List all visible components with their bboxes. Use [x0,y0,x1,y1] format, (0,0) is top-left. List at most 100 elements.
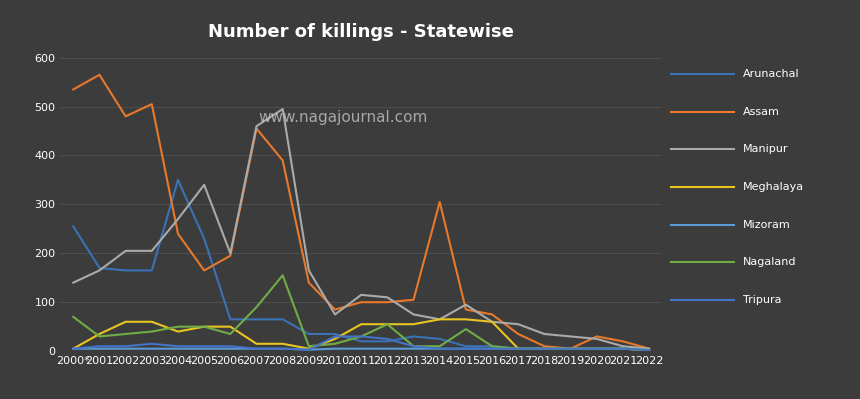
Arunachal [147,268,157,273]
Manipur [513,322,524,327]
Mizoram [251,346,261,351]
Meghalaya [434,317,445,322]
Nagaland [173,324,183,329]
Mizoram [68,346,78,351]
Meghalaya [251,342,261,346]
Meghalaya [539,346,550,351]
Tripura [199,344,209,349]
Arunachal [120,268,131,273]
Mizoram [434,346,445,351]
Assam [304,280,314,285]
Tripura [120,344,131,349]
Arunachal [68,224,78,229]
Meghalaya [147,319,157,324]
Line: Assam: Assam [73,75,649,349]
Manipur [68,280,78,285]
Tripura [304,347,314,352]
Line: Mizoram: Mizoram [73,349,649,350]
Arunachal [408,334,419,339]
Nagaland [330,342,341,346]
Mizoram [356,346,366,351]
Nagaland [539,346,550,351]
Arunachal [199,236,209,241]
Nagaland [434,344,445,349]
Meghalaya [356,322,366,327]
Nagaland [304,344,314,349]
Assam [408,297,419,302]
Assam [487,312,497,317]
Assam [120,114,131,119]
Meghalaya [68,346,78,351]
Manipur [382,295,392,300]
Nagaland [147,329,157,334]
Manipur [539,332,550,336]
Arunachal [251,317,261,322]
Assam [68,87,78,92]
Arunachal [173,178,183,182]
Meghalaya [617,346,628,351]
Assam [278,158,288,163]
Assam [434,200,445,204]
Mizoram [199,346,209,351]
Assam [251,126,261,131]
Assam [356,300,366,304]
Manipur [95,268,105,273]
Mizoram [225,346,236,351]
Tripura [330,334,341,339]
Meghalaya [592,346,602,351]
Mizoram [120,346,131,351]
Arunachal [617,346,628,351]
Meghalaya [565,346,575,351]
Manipur [304,268,314,273]
Manipur [147,249,157,253]
Arunachal [304,332,314,336]
Arunachal [592,346,602,351]
Meghalaya [95,332,105,336]
Assam [330,307,341,312]
Arunachal [434,336,445,341]
Tripura [278,346,288,351]
Arunachal [278,317,288,322]
Tripura [408,344,419,349]
Mizoram [278,346,288,351]
Nagaland [617,346,628,351]
Nagaland [278,273,288,278]
Line: Tripura: Tripura [73,336,649,350]
Manipur [225,251,236,256]
Mizoram [644,348,654,353]
Line: Nagaland: Nagaland [73,275,649,350]
Nagaland [251,305,261,310]
Assam [225,253,236,258]
Text: Manipur: Manipur [743,144,789,154]
Mizoram [330,346,341,351]
Manipur [461,302,471,307]
Manipur [565,334,575,339]
Text: Arunachal: Arunachal [743,69,800,79]
Manipur [173,217,183,221]
Line: Arunachal: Arunachal [73,180,649,350]
Manipur [278,107,288,111]
Assam [95,72,105,77]
Tripura [513,346,524,351]
Assam [199,268,209,273]
Tripura [539,346,550,351]
Arunachal [644,347,654,352]
Nagaland [513,346,524,351]
Meghalaya [225,324,236,329]
Text: Mizoram: Mizoram [743,219,791,230]
Arunachal [382,339,392,344]
Meghalaya [487,319,497,324]
Assam [539,344,550,349]
Meghalaya [304,346,314,351]
Mizoram [304,347,314,352]
Manipur [356,292,366,297]
Tripura [461,346,471,351]
Nagaland [592,346,602,351]
Mizoram [147,346,157,351]
Mizoram [617,346,628,351]
Manipur [592,336,602,341]
Mizoram [461,346,471,351]
Tripura [225,344,236,349]
Mizoram [173,346,183,351]
Tripura [592,346,602,351]
